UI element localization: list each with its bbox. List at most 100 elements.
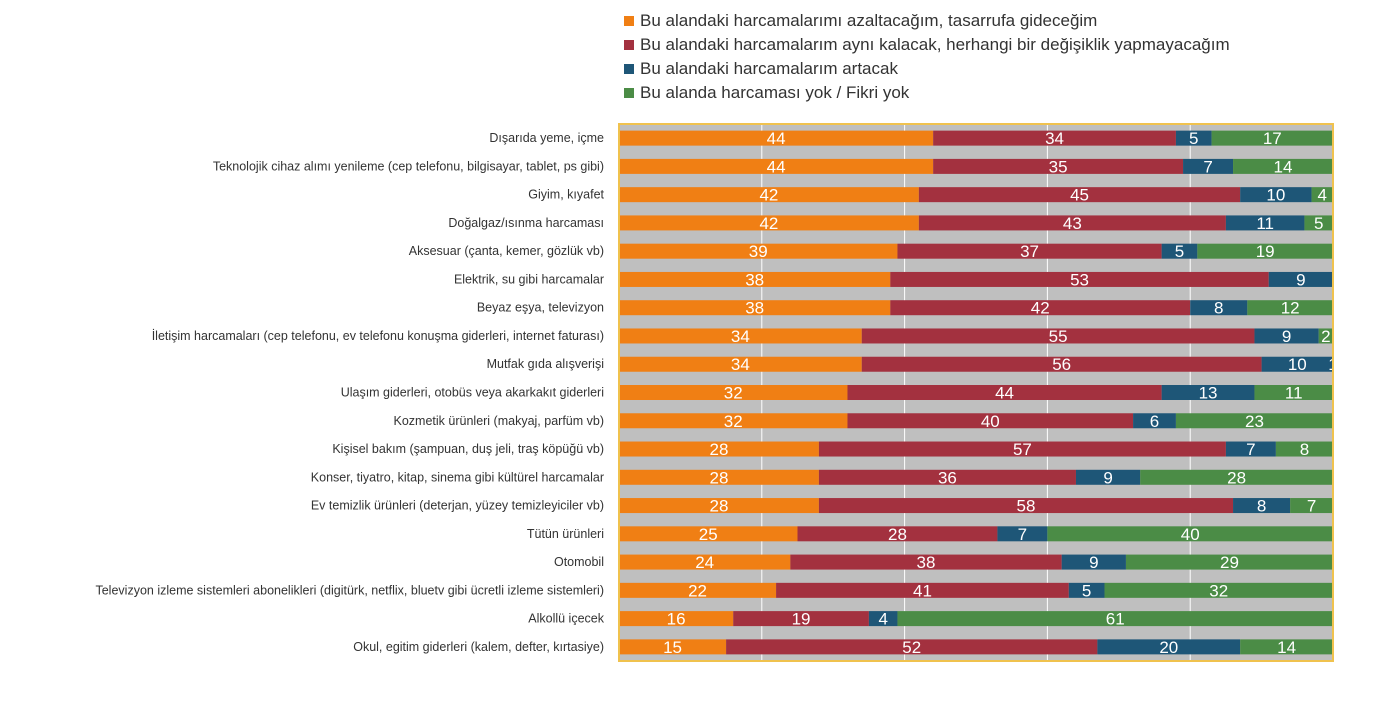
data-label: 32 <box>724 412 743 431</box>
bar-segment <box>818 441 1226 457</box>
data-label: 5 <box>1189 129 1198 148</box>
data-label: 34 <box>731 327 750 346</box>
bar-segment <box>619 582 777 598</box>
data-label: 41 <box>913 581 932 600</box>
data-label: 14 <box>1277 638 1296 657</box>
bar-segment <box>1125 554 1333 570</box>
bar-segment <box>1290 498 1333 514</box>
data-label: 44 <box>767 129 786 148</box>
bar-segment <box>1247 300 1333 316</box>
category-label: Televizyon izleme sistemleri abonelikler… <box>95 583 604 597</box>
bar-segment <box>619 639 727 655</box>
data-label: 7 <box>1246 440 1255 459</box>
data-label: 34 <box>731 355 750 374</box>
bar-segment <box>1183 158 1234 174</box>
bar-segment <box>1175 413 1333 429</box>
data-label: 9 <box>1296 270 1305 289</box>
data-label: 19 <box>1256 242 1275 261</box>
data-label: 42 <box>759 214 778 233</box>
bar-segment <box>1261 356 1333 372</box>
category-label: Konser, tiyatro, kitap, sinema gibi kült… <box>311 470 604 484</box>
bar-segment <box>1268 271 1333 287</box>
data-label: 4 <box>878 610 887 629</box>
data-label: 39 <box>749 242 768 261</box>
bar-segment <box>1225 441 1276 457</box>
category-label: Ulaşım giderleri, otobüs veya akarkakıt … <box>341 386 604 400</box>
legend-label: Bu alandaki harcamalarım artacak <box>640 59 898 78</box>
data-label: 5 <box>1175 242 1184 261</box>
bar-segment <box>918 187 1241 203</box>
category-label: Tütün ürünleri <box>527 527 604 541</box>
data-label: 19 <box>792 610 811 629</box>
data-label: 38 <box>745 299 764 318</box>
data-label: 22 <box>688 581 707 600</box>
data-label: 14 <box>1274 157 1293 176</box>
data-label: 28 <box>709 468 728 487</box>
bar-segment <box>933 130 1176 146</box>
bar-segment <box>1047 526 1333 542</box>
bar-segment <box>868 611 898 627</box>
data-label: 25 <box>699 525 718 544</box>
bar-segment <box>726 639 1098 655</box>
data-label: 10 <box>1266 186 1285 205</box>
bar-segment <box>619 328 862 344</box>
data-label: 32 <box>1209 581 1228 600</box>
bar-segment <box>890 271 1269 287</box>
bar-segment <box>1075 469 1141 485</box>
bar-segment <box>1233 498 1291 514</box>
data-label: 37 <box>1020 242 1039 261</box>
bar-segment <box>1140 469 1333 485</box>
bar-segment <box>933 158 1184 174</box>
legend-label: Bu alanda harcaması yok / Fikri yok <box>640 83 910 102</box>
data-label: 23 <box>1245 412 1264 431</box>
bar-segment <box>1233 158 1333 174</box>
bar-segment <box>619 130 934 146</box>
chart-legend: Bu alandaki harcamalarımı azaltacağım, t… <box>624 9 1230 105</box>
category-label: Elektrik, su gibi harcamalar <box>454 272 604 286</box>
bar-segment <box>1190 300 1248 316</box>
data-label: 5 <box>1314 214 1323 233</box>
bar-segment <box>861 328 1255 344</box>
category-label: Dışarıda yeme, içme <box>489 131 604 145</box>
bar-segment <box>890 300 1191 316</box>
category-label: Kozmetik ürünleri (makyaj, parfüm vb) <box>394 414 604 428</box>
category-label: Otomobil <box>554 555 604 569</box>
bar-segment <box>1104 582 1333 598</box>
data-label: 10 <box>1288 355 1307 374</box>
bar-segment <box>1225 215 1305 231</box>
bar-segment <box>1097 639 1241 655</box>
category-label: Alkollü içecek <box>528 612 604 626</box>
category-label: Okul, egitim giderleri (kalem, defter, k… <box>353 640 604 654</box>
bar-segment <box>1175 130 1212 146</box>
legend-item: Bu alandaki harcamalarım artacak <box>624 57 1230 81</box>
data-label: 28 <box>709 497 728 516</box>
data-label: 8 <box>1300 440 1309 459</box>
data-label: 28 <box>709 440 728 459</box>
bar-segment <box>1311 187 1333 203</box>
bar-segment <box>619 215 919 231</box>
data-label: 45 <box>1070 186 1089 205</box>
legend-item: Bu alandaki harcamalarım aynı kalacak, h… <box>624 33 1230 57</box>
data-label: 7 <box>1018 525 1027 544</box>
data-label: 58 <box>1017 497 1036 516</box>
data-label: 38 <box>745 270 764 289</box>
bar-segment <box>733 611 869 627</box>
bar-segment <box>790 554 1062 570</box>
bar-segment <box>1068 582 1105 598</box>
bar-segment <box>847 385 1162 400</box>
data-label: 9 <box>1282 327 1291 346</box>
bar-segment <box>997 526 1048 542</box>
bar-segment <box>1304 215 1333 231</box>
data-label: 4 <box>1318 186 1327 205</box>
category-label: Doğalgaz/ısınma harcaması <box>448 216 604 230</box>
legend-item: Bu alanda harcaması yok / Fikri yok <box>624 81 1230 105</box>
bar-segment <box>619 526 798 542</box>
legend-swatch <box>624 64 634 74</box>
bar-segment <box>1061 554 1126 570</box>
bar-segment <box>1254 328 1319 344</box>
data-label: 5 <box>1082 581 1091 600</box>
bar-segment <box>619 385 848 400</box>
data-label: 43 <box>1063 214 1082 233</box>
category-label: Kişisel bakım (şampuan, duş jeli, traş k… <box>332 442 604 456</box>
category-label: Mutfak gıda alışverişi <box>487 357 604 371</box>
